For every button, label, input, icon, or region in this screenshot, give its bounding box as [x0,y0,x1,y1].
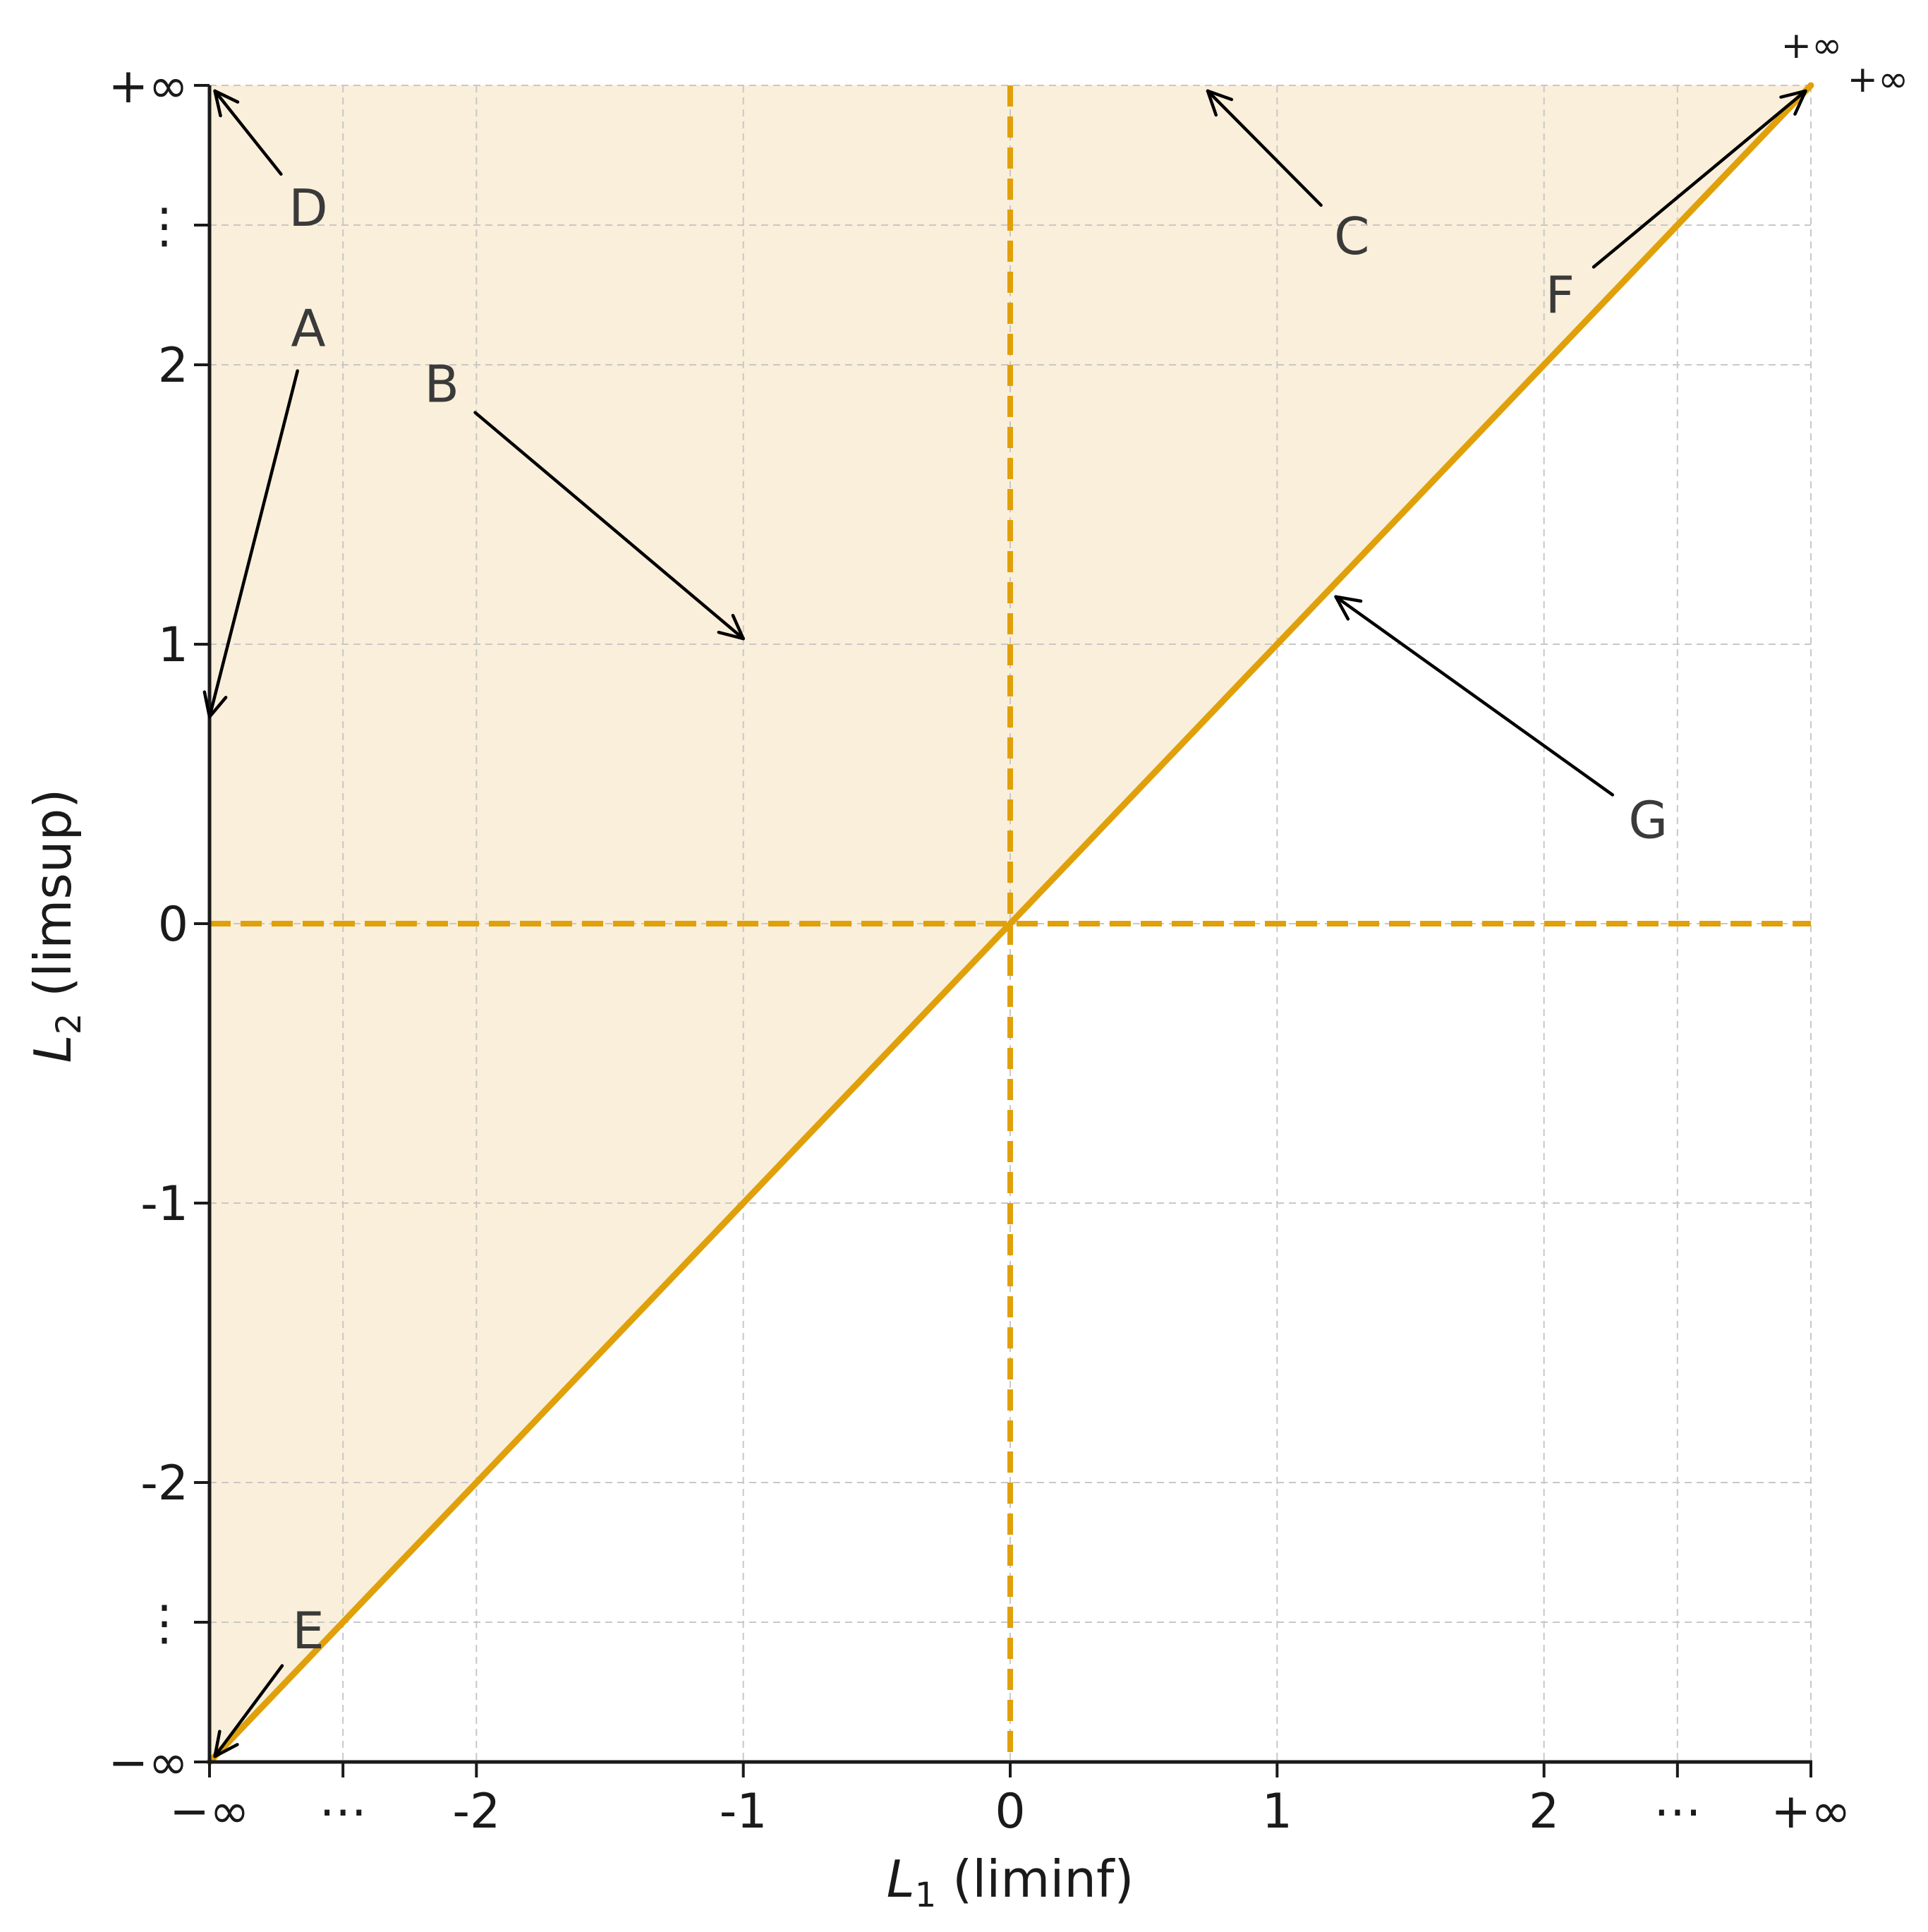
x-tick-label: 2 [1529,1784,1559,1840]
x-tick-label: -1 [720,1784,768,1840]
y-tick-label: ⋮ [140,198,188,254]
corner-label-right: +∞ [1848,59,1909,101]
y-axis-title-text: (limsup) [23,789,83,1013]
y-tick-label: −∞ [108,1735,188,1791]
annotation-arrowhead [213,89,240,118]
y-tick-label: ⋮ [140,1595,188,1651]
annotation-arrowhead [1206,89,1234,117]
x-tick-label: 1 [1262,1784,1292,1840]
x-axis-title-text: (liminf) [936,1849,1134,1909]
x-axis-title-subscript: 1 [915,1876,937,1915]
annotation-label-e: E [292,1601,325,1660]
annotation-arrowhead [202,690,228,719]
y-tick-label: -1 [140,1176,188,1232]
y-tick-label: -2 [140,1456,188,1511]
annotation-arrow [1206,89,1323,207]
y-axis-title-symbol: L [23,1034,83,1063]
x-axis-title-symbol: L [887,1849,915,1909]
y-tick-label: +∞ [108,59,188,114]
annotation-arrow [213,1664,284,1758]
y-tick-label: 0 [158,897,188,953]
x-tick-label: −∞ [169,1784,250,1840]
annotation-label-a: A [291,299,325,358]
x-tick-label: ⋯ [319,1784,367,1840]
annotation-arrowhead [1779,89,1807,116]
annotation-arrow [213,89,283,176]
annotation-label-g: G [1628,790,1668,850]
x-tick-label: +∞ [1771,1784,1851,1840]
y-tick-label: 1 [158,617,188,673]
annotation-arrow [1334,595,1615,797]
annotation-label-b: B [424,355,459,414]
x-tick-label: 0 [995,1784,1025,1840]
annotation-label-c: C [1334,207,1369,266]
x-tick-label: -2 [452,1784,500,1840]
plot-area: −∞ ⋯ -2 -1 0 1 2 ⋯ +∞ −∞ ⋮ -2 -1 0 1 2 ⋮ +∞ A B C D E F G [108,59,1850,1840]
annotation-arrowhead [1334,595,1363,621]
x-tick-label: ⋯ [1654,1784,1702,1840]
annotation-label-d: D [289,179,327,238]
x-axis-title: L1 (liminf) [887,1849,1134,1915]
y-axis-title-subscript: 2 [49,1013,89,1035]
annotation-arrow [207,369,299,719]
diagonal-line [206,82,1814,1765]
annotation-arrow [473,411,745,641]
y-axis-title: L2 (limsup) [23,789,89,1063]
annotation-arrowhead [717,613,745,641]
y-tick-label: 2 [158,338,188,394]
annotation-arrowhead [213,1729,239,1758]
annotation-arrow [1591,89,1807,269]
corner-label-top: +∞ [1781,25,1843,67]
annotation-label-f: F [1546,265,1575,325]
